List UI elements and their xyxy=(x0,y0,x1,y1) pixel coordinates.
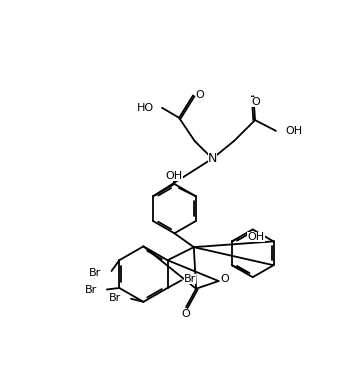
Text: O: O xyxy=(195,90,204,100)
Text: OH: OH xyxy=(285,126,302,136)
Text: Br: Br xyxy=(184,274,196,284)
Text: OH: OH xyxy=(166,171,183,181)
Text: Br: Br xyxy=(85,285,97,295)
Text: HO: HO xyxy=(137,103,154,113)
Text: N: N xyxy=(208,152,217,165)
Text: O: O xyxy=(220,274,229,284)
Text: OH: OH xyxy=(247,232,265,242)
Text: O: O xyxy=(251,97,260,108)
Text: Br: Br xyxy=(109,293,121,303)
Text: Br: Br xyxy=(89,267,102,278)
Text: O: O xyxy=(182,309,190,319)
